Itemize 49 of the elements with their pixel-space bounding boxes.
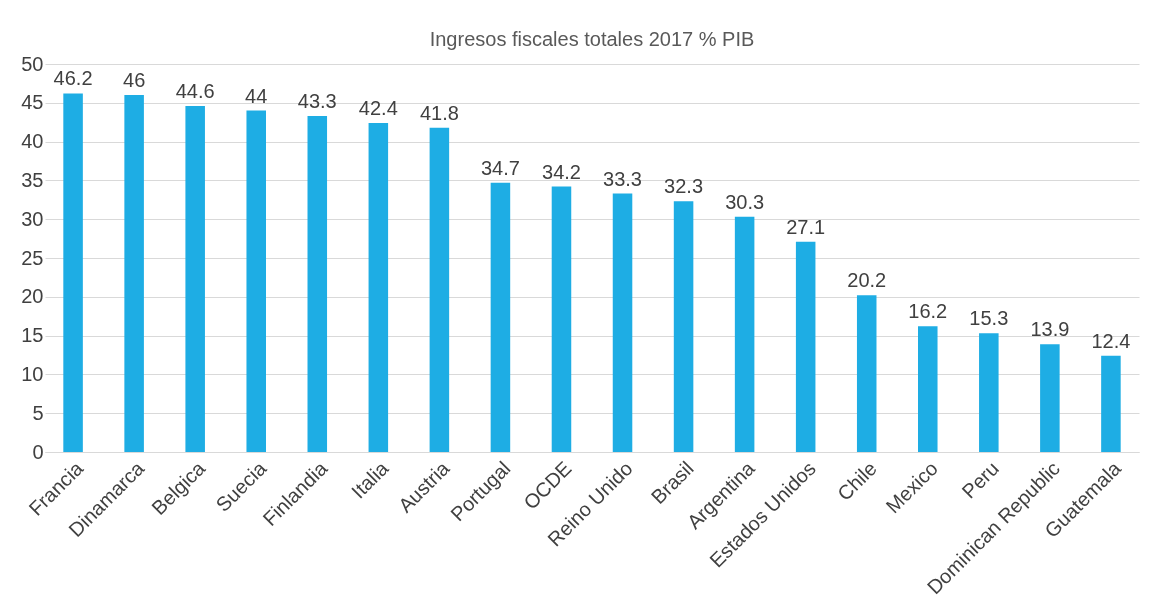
y-tick-label: 25 <box>21 246 44 269</box>
bar <box>490 182 511 452</box>
data-label: 46 <box>123 69 146 92</box>
data-label: 15.3 <box>969 307 1009 330</box>
bar <box>185 105 205 452</box>
data-label: 44.6 <box>175 79 215 102</box>
y-tick-label: 20 <box>21 285 44 308</box>
chart-title: Ingresos fiscales totales 2017 % PIB <box>429 28 755 50</box>
bar <box>551 186 572 452</box>
bar <box>1101 355 1121 452</box>
bar <box>979 333 999 452</box>
bar <box>429 127 450 452</box>
x-tick-label: Italia <box>347 456 394 503</box>
data-label: 34.7 <box>480 156 520 179</box>
data-label: 30.3 <box>725 190 765 213</box>
bar <box>918 326 938 452</box>
bar <box>1040 344 1060 452</box>
data-label: 32.3 <box>664 175 704 198</box>
data-label: 27.1 <box>786 215 826 238</box>
bar <box>246 110 266 452</box>
y-tick-label: 10 <box>21 362 44 385</box>
data-label: 33.3 <box>603 167 642 190</box>
data-label: 43.3 <box>297 89 337 112</box>
data-label: 34.2 <box>542 160 581 183</box>
bar <box>612 193 633 452</box>
y-tick-label: 40 <box>21 130 44 153</box>
y-tick-label: 5 <box>32 401 44 424</box>
bar <box>368 122 389 452</box>
bar <box>124 95 144 452</box>
y-tick-label: 45 <box>21 91 44 114</box>
bar <box>856 295 877 452</box>
data-label: 20.2 <box>847 269 887 292</box>
data-label: 44 <box>245 84 268 107</box>
data-label: 41.8 <box>419 101 459 124</box>
y-tick-label: 35 <box>21 168 44 191</box>
data-label: 16.2 <box>908 300 948 323</box>
data-label: 42.4 <box>358 96 398 119</box>
data-label: 13.9 <box>1030 318 1070 341</box>
y-tick-label: 15 <box>21 324 44 347</box>
y-tick-label: 50 <box>21 52 44 75</box>
y-tick-label: 30 <box>21 207 44 230</box>
bar <box>734 216 755 452</box>
data-label: 46.2 <box>53 67 93 90</box>
bar <box>795 241 816 452</box>
bar <box>307 115 328 452</box>
y-tick-label: 0 <box>32 440 44 463</box>
bar <box>673 201 694 452</box>
bar <box>63 93 83 452</box>
data-label: 12.4 <box>1091 329 1131 352</box>
